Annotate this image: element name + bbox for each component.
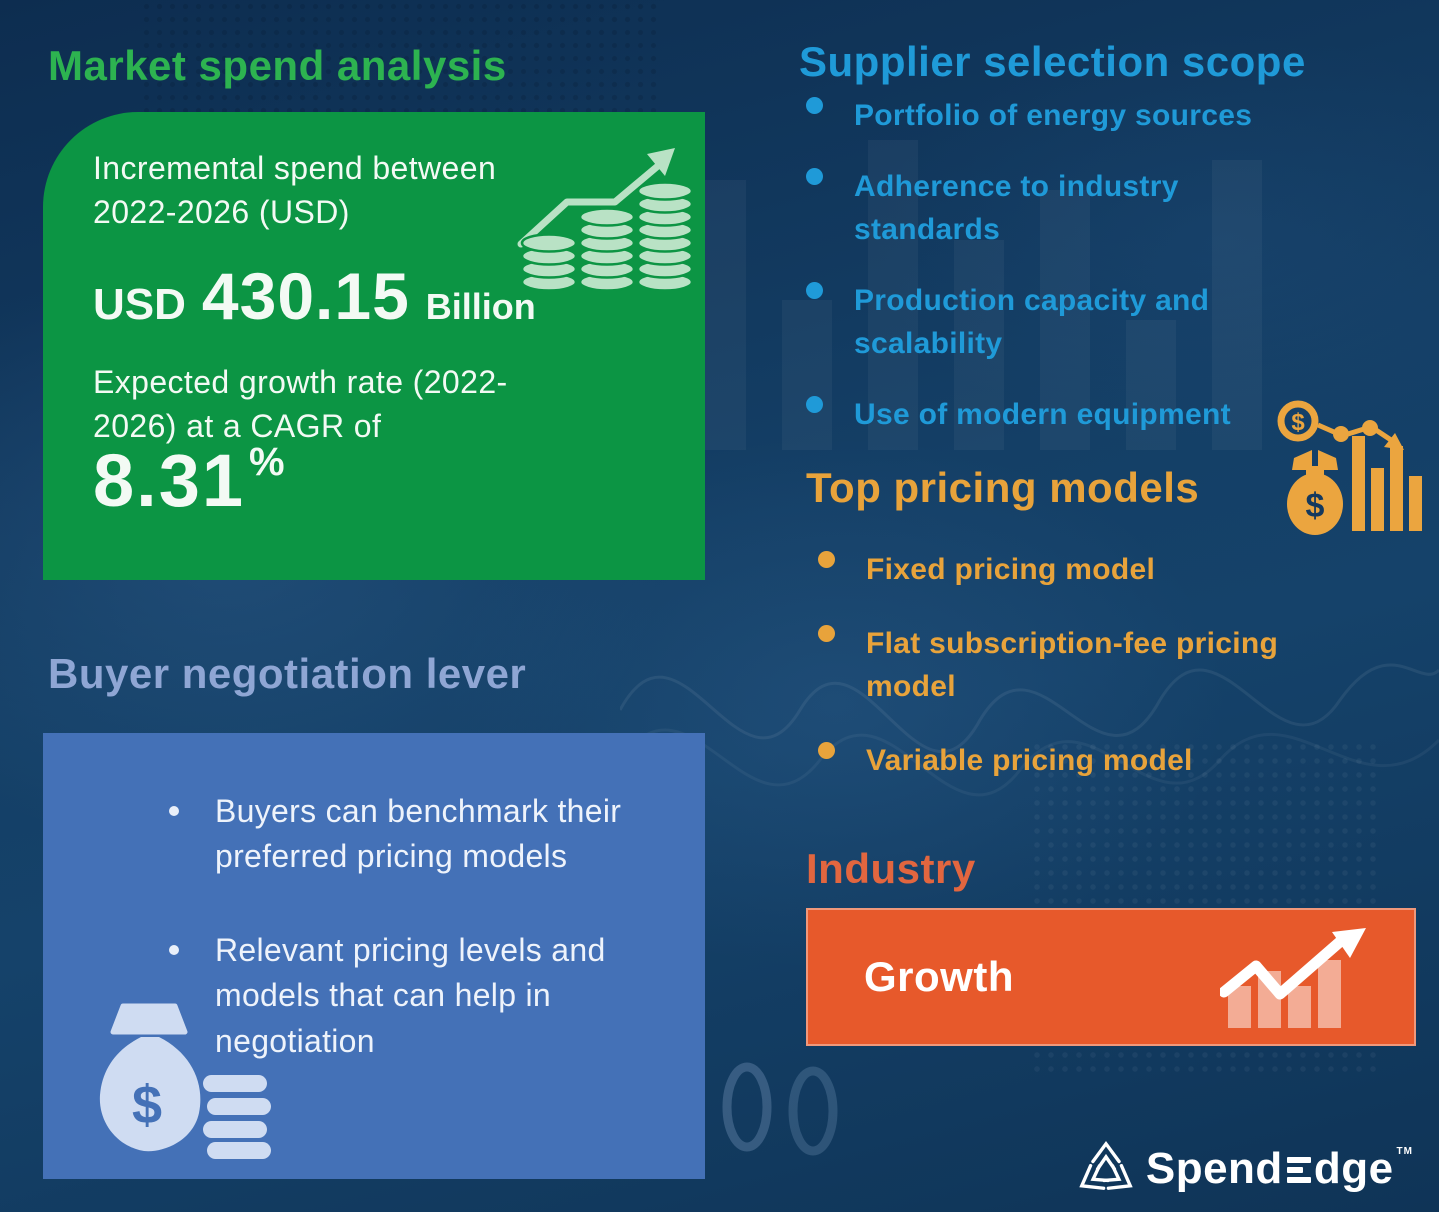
industry-title: Industry xyxy=(806,845,976,892)
spend-amount: 430.15 xyxy=(201,259,410,333)
list-item-text: Adherence to industry standards xyxy=(854,169,1179,247)
growth-chart-icon xyxy=(1220,928,1366,1028)
supplier-scope-title: Supplier selection scope xyxy=(799,38,1306,85)
industry-growth-card: Growth xyxy=(806,908,1416,1046)
market-spend-card: Incremental spend between 2022-2026 (USD… xyxy=(43,112,705,580)
buyer-negotiation-title: Buyer negotiation lever xyxy=(48,650,527,697)
bullet-dot-icon xyxy=(818,741,835,759)
trademark-symbol: TM xyxy=(1396,1146,1413,1157)
market-spend-title: Market spend analysis xyxy=(48,42,507,89)
bullet-dot-icon xyxy=(806,395,823,413)
spendedge-logo-text: Spend dge TM xyxy=(1146,1144,1413,1194)
background-bar-chart-pattern xyxy=(610,140,1262,450)
spend-currency: USD xyxy=(93,280,186,329)
list-item-text: Use of modern equipment xyxy=(854,397,1231,431)
spend-unit: Billion xyxy=(425,286,536,327)
buyer-negotiation-list: Buyers can benchmark their preferred pri… xyxy=(163,789,643,1112)
bullet-dot-icon xyxy=(169,944,179,955)
supplier-scope-list: Portfolio of energy sources Adherence to… xyxy=(806,94,1296,463)
bullet-dot-icon xyxy=(818,624,835,642)
cagr-percent: % xyxy=(249,440,285,484)
growth-rate-label: Expected growth rate (2022-2026) at a CA… xyxy=(93,364,508,445)
cagr-number: 8.31 xyxy=(93,439,246,522)
logo-prefix: Spend xyxy=(1145,1144,1283,1193)
list-item: Adherence to industry standards xyxy=(806,165,1296,252)
list-item-text: Fixed pricing model xyxy=(866,553,1156,586)
bullet-dot-icon xyxy=(806,97,823,114)
bullet-dot-icon xyxy=(806,281,823,299)
money-bag-coins-icon: $ xyxy=(99,1003,271,1159)
bullet-dot-icon xyxy=(818,551,835,568)
spendedge-mark-icon xyxy=(1079,1140,1133,1190)
cagr-value: 8.31 % xyxy=(93,439,285,522)
list-item: Variable pricing model xyxy=(818,739,1358,783)
background-circle-outlines xyxy=(722,1062,838,1156)
list-item: Relevant pricing levels and models that … xyxy=(163,928,643,1064)
bullet-dot-icon xyxy=(806,167,823,185)
logo-stylized-e-icon xyxy=(1286,1157,1311,1183)
list-item: Use of modern equipment xyxy=(806,393,1296,437)
list-item: Buyers can benchmark their preferred pri… xyxy=(163,789,643,880)
industry-value: Growth xyxy=(864,953,1014,1000)
list-item: Fixed pricing model xyxy=(818,548,1358,592)
list-item: Production capacity and scalability xyxy=(806,279,1296,366)
pricing-models-list: Fixed pricing model Flat subscription-fe… xyxy=(818,548,1358,812)
list-item-text: Flat subscription-fee pricing model xyxy=(866,626,1279,704)
logo-suffix: dge xyxy=(1313,1144,1394,1193)
list-item-text: Portfolio of energy sources xyxy=(854,99,1253,132)
svg-text:$: $ xyxy=(1291,409,1305,436)
incremental-spend-value: USD 430.15 Billion xyxy=(93,258,536,334)
coin-trend-bag-bars-icon: $ $ xyxy=(1277,400,1422,535)
svg-text:$: $ xyxy=(132,1075,162,1135)
list-item: Flat subscription-fee pricing model xyxy=(818,622,1358,709)
pricing-models-title: Top pricing models xyxy=(806,464,1200,511)
coin-stacks-growth-icon xyxy=(517,148,693,292)
background-wave-line xyxy=(620,663,1439,797)
list-item: Portfolio of energy sources xyxy=(806,94,1296,138)
list-item-text: Relevant pricing levels and models that … xyxy=(215,931,606,1059)
buyer-negotiation-card: Buyers can benchmark their preferred pri… xyxy=(43,733,705,1179)
list-item-text: Buyers can benchmark their preferred pri… xyxy=(215,793,622,875)
incremental-spend-label: Incremental spend between 2022-2026 (USD… xyxy=(93,150,497,231)
bullet-dot-icon xyxy=(169,806,179,816)
list-item-text: Variable pricing model xyxy=(866,743,1193,777)
spendedge-logo: Spend dge TM xyxy=(1078,1138,1413,1200)
list-item-text: Production capacity and scalability xyxy=(854,283,1210,361)
svg-text:$: $ xyxy=(1306,487,1325,525)
